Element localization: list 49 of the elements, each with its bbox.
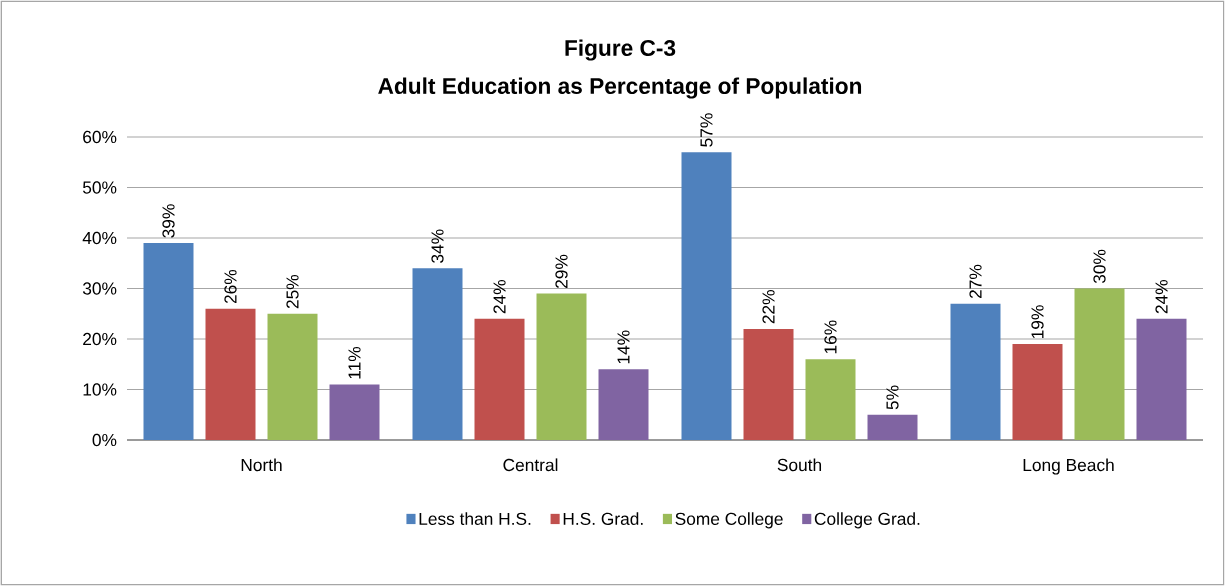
y-tick-label: 40% bbox=[82, 231, 117, 245]
data-label: 24% bbox=[1155, 280, 1168, 314]
bar bbox=[1136, 318, 1187, 440]
x-tick-label: North bbox=[241, 458, 282, 472]
bar bbox=[412, 268, 463, 440]
bar bbox=[598, 369, 649, 440]
chart-title: Figure C-3 bbox=[565, 39, 676, 61]
x-tick-label: South bbox=[777, 458, 822, 472]
x-tick-label: Long Beach bbox=[1023, 458, 1114, 475]
data-label: 19% bbox=[1031, 305, 1044, 339]
data-label: 26% bbox=[224, 269, 237, 304]
data-label: 25% bbox=[286, 274, 299, 309]
data-label: 29% bbox=[555, 254, 568, 288]
data-label: 14% bbox=[617, 330, 630, 364]
bar bbox=[536, 293, 587, 440]
data-label: 22% bbox=[762, 290, 775, 324]
bar bbox=[474, 318, 525, 440]
bar bbox=[805, 359, 856, 440]
data-label: 11% bbox=[348, 346, 361, 379]
data-label: 5% bbox=[886, 385, 899, 410]
bar bbox=[329, 384, 380, 440]
y-tick-label: 60% bbox=[83, 130, 117, 144]
bar bbox=[267, 313, 318, 440]
data-label: 34% bbox=[431, 229, 444, 263]
data-label: 27% bbox=[969, 264, 982, 299]
legend-label: H.S. Grad. bbox=[563, 512, 643, 525]
bar bbox=[743, 328, 794, 440]
chart-subtitle: Adult Education as Percentage of Population bbox=[378, 77, 862, 99]
bar bbox=[143, 243, 194, 440]
data-label: 16% bbox=[824, 320, 837, 354]
y-tick-label: 30% bbox=[82, 282, 117, 295]
data-label: 24% bbox=[493, 280, 506, 314]
data-label: 39% bbox=[162, 204, 175, 238]
y-tick-label: 10% bbox=[83, 383, 117, 396]
legend-label: Less than H.S. bbox=[419, 512, 531, 525]
data-label: 57% bbox=[700, 113, 713, 147]
y-tick-label: 0% bbox=[92, 433, 117, 447]
bar bbox=[205, 308, 256, 440]
y-tick-label: 20% bbox=[83, 332, 117, 346]
bar bbox=[867, 414, 918, 440]
bar bbox=[1012, 344, 1063, 440]
bar bbox=[1074, 288, 1125, 440]
bar bbox=[950, 303, 1001, 440]
bar bbox=[681, 152, 732, 440]
legend-label: College Grad. bbox=[814, 512, 920, 529]
y-tick-label: 50% bbox=[82, 181, 117, 194]
data-label: 30% bbox=[1093, 249, 1106, 284]
legend-label: Some College bbox=[675, 512, 783, 529]
x-tick-label: Central bbox=[503, 458, 558, 472]
